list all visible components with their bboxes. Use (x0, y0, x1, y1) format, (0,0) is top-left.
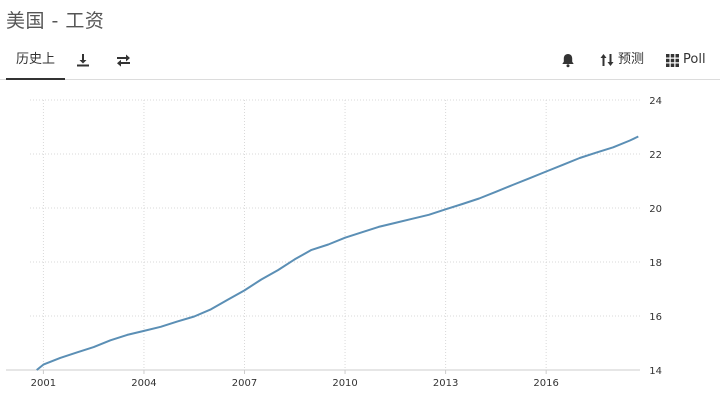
x-tick-label: 2013 (433, 378, 458, 389)
download-icon (76, 53, 90, 67)
forecast-label: 预测 (618, 52, 645, 67)
poll-label: Poll (683, 52, 706, 67)
x-tick-label: 2016 (533, 378, 558, 389)
alert-button[interactable] (561, 40, 575, 80)
sort-arrows-icon (600, 53, 614, 67)
compare-button[interactable] (116, 40, 131, 80)
swap-icon (116, 53, 131, 67)
y-tick-label: 18 (649, 258, 662, 269)
y-tick-label: 20 (649, 204, 662, 215)
y-tick-label: 16 (649, 312, 662, 323)
download-button[interactable] (76, 40, 90, 80)
grid-icon (666, 53, 679, 67)
toolbar: 历史上 (0, 40, 720, 80)
x-tick-label: 2001 (31, 378, 56, 389)
poll-button[interactable]: Poll (666, 40, 706, 80)
x-tick-label: 2007 (232, 378, 257, 389)
wage-chart: 14 16 18 20 22 24 2001 2004 2007 2010 2013 2016 (0, 82, 720, 402)
y-tick-label: 14 (649, 366, 662, 377)
x-tick-label: 2004 (131, 378, 156, 389)
chart-svg: 14 16 18 20 22 24 2001 2004 2007 2010 2013 2016 (6, 96, 662, 389)
bell-icon (561, 53, 575, 68)
forecast-button[interactable]: 预测 (600, 40, 644, 80)
y-tick-label: 24 (649, 96, 662, 107)
series-line (36, 135, 639, 371)
page-title: 美国 - 工资 (6, 10, 105, 32)
tab-history[interactable]: 历史上 (6, 40, 65, 80)
x-tick-label: 2010 (332, 378, 357, 389)
y-tick-label: 22 (649, 150, 662, 161)
